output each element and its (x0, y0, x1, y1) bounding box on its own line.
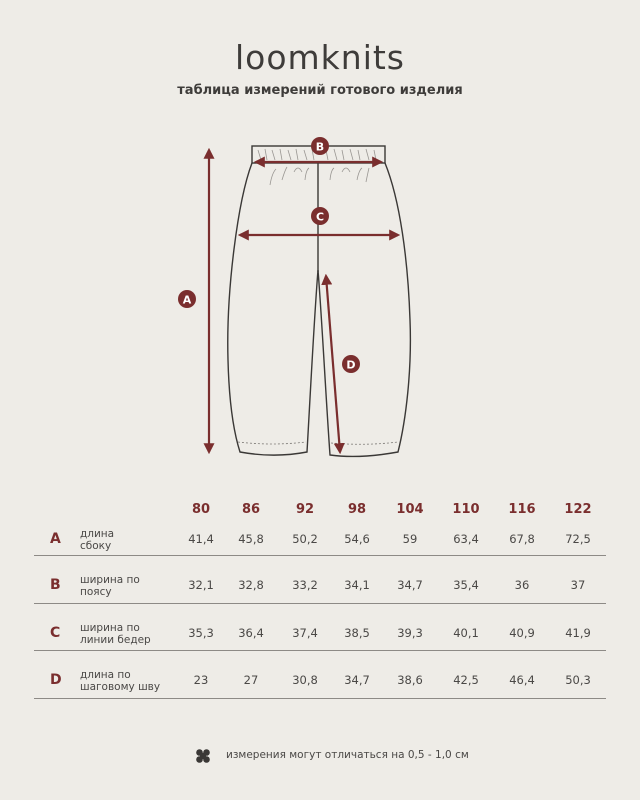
row-letter: D (50, 672, 62, 688)
table-cell: 38,6 (397, 673, 423, 687)
table-cell: 32,8 (238, 578, 264, 592)
pants-outline (227, 145, 412, 458)
four-petal-flower-icon (196, 749, 210, 763)
row-label-line1: длина по (80, 669, 131, 681)
table-cell: 50,3 (565, 673, 591, 687)
table-cell: 42,5 (453, 673, 479, 687)
table-cell: 40,9 (509, 626, 535, 640)
table-cell: 23 (193, 673, 209, 687)
table-cell: 46,4 (509, 673, 535, 687)
footer-note: измерения могут отличаться на 0,5 - 1,0 … (226, 749, 469, 761)
svg-text:D: D (346, 359, 355, 372)
marker-d: D (342, 355, 360, 373)
table-cell: 34,7 (344, 673, 370, 687)
row-label-line1: ширина по (80, 574, 140, 586)
size-header: 80 (191, 502, 211, 517)
row-label: длина сбоку (80, 528, 114, 552)
marker-c: C (311, 207, 329, 225)
table-cell: 39,3 (397, 626, 423, 640)
size-header: 86 (241, 502, 261, 517)
table-cell: 41,9 (565, 626, 591, 640)
size-header: 98 (347, 502, 367, 517)
table-cell: 34,1 (344, 578, 370, 592)
row-label-line2: линии бедер (80, 634, 151, 646)
table-cell: 59 (402, 532, 418, 546)
row-divider (34, 698, 606, 699)
table-cell: 45,8 (238, 532, 264, 546)
marker-a: A (178, 290, 196, 308)
table-cell: 35,4 (453, 578, 479, 592)
page-subtitle: таблица измерений готового изделия (177, 83, 463, 98)
marker-b: B (311, 137, 329, 155)
row-divider (34, 650, 606, 651)
table-cell: 50,2 (292, 532, 318, 546)
row-divider (34, 603, 606, 604)
row-letter: C (50, 625, 61, 641)
table-cell: 54,6 (344, 532, 370, 546)
svg-text:A: A (183, 294, 192, 307)
row-label: ширина по поясу (80, 574, 140, 598)
size-header: 110 (452, 502, 480, 517)
table-cell: 36 (514, 578, 530, 592)
table-cell: 40,1 (453, 626, 479, 640)
hem-stitching (237, 441, 399, 445)
row-label-line2: поясу (80, 586, 112, 598)
table-cell: 30,8 (292, 673, 318, 687)
row-divider (34, 555, 606, 556)
table-cell: 72,5 (565, 532, 591, 546)
size-header: 104 (396, 502, 424, 517)
table-cell: 32,1 (188, 578, 214, 592)
row-letter: B (50, 577, 61, 593)
brand-logo: loomknits (234, 38, 406, 77)
waistband-gathers (257, 148, 377, 186)
row-label-line2: сбоку (80, 540, 112, 552)
row-label: ширина по линии бедер (80, 622, 151, 646)
table-cell: 38,5 (344, 626, 370, 640)
svg-text:C: C (316, 211, 324, 224)
row-label: длина по шаговому шву (80, 669, 160, 693)
table-cell: 67,8 (509, 532, 535, 546)
size-header: 122 (564, 502, 592, 517)
table-cell: 33,2 (292, 578, 318, 592)
svg-text:B: B (316, 141, 324, 154)
size-header: 92 (295, 502, 315, 517)
row-label-line1: ширина по (80, 622, 140, 634)
table-cell: 34,7 (397, 578, 423, 592)
measurement-arrows (203, 147, 401, 455)
size-header: 116 (508, 502, 536, 517)
table-cell: 41,4 (188, 532, 214, 546)
arrow-d (321, 273, 345, 455)
pants-diagram: A B C D (178, 137, 412, 458)
table-cell: 63,4 (453, 532, 479, 546)
row-letter: A (50, 531, 61, 547)
table-cell: 37,4 (292, 626, 318, 640)
row-label-line2: шаговому шву (80, 681, 161, 693)
table-cell: 36,4 (238, 626, 264, 640)
table-cell: 27 (243, 673, 259, 687)
table-cell: 37 (570, 578, 586, 592)
row-label-line1: длина (80, 528, 115, 540)
table-cell: 35,3 (188, 626, 214, 640)
